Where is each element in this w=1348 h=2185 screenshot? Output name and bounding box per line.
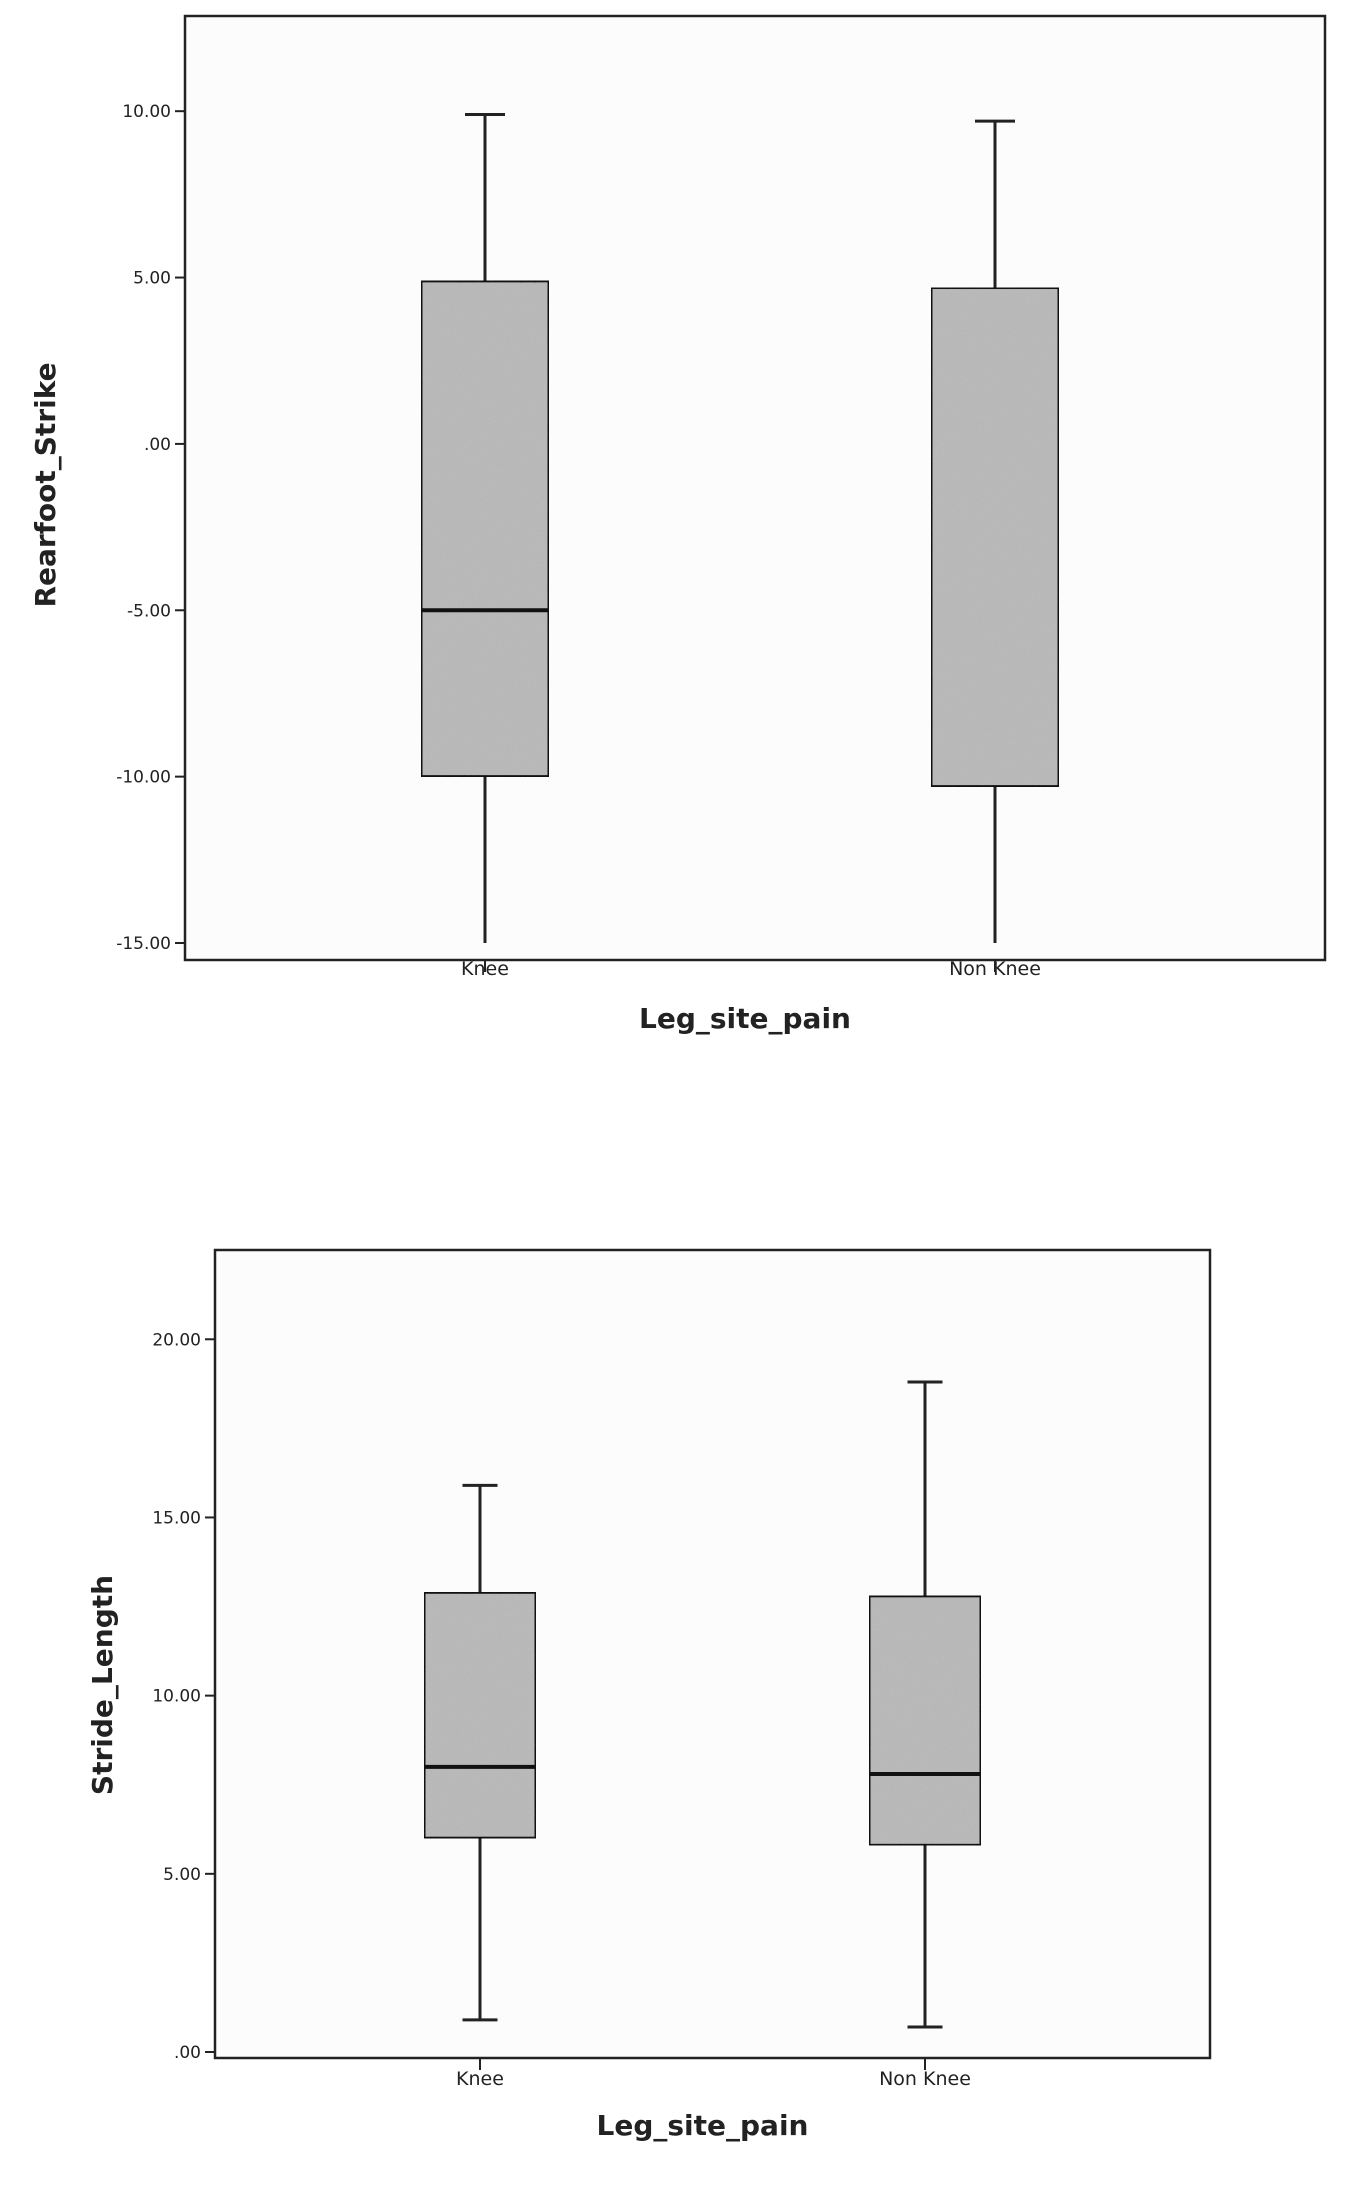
- x-tick-label: Non Knee: [879, 2068, 971, 2090]
- y-tick-label: 20.00: [152, 1330, 201, 1350]
- x-tick-label: Non Knee: [949, 958, 1041, 980]
- y-tick-label: .00: [144, 435, 171, 455]
- y-tick-label: 15.00: [152, 1508, 201, 1528]
- x-axis-title: Leg_site_pain: [639, 1002, 851, 1035]
- x-axis-title: Leg_site_pain: [597, 2109, 809, 2142]
- box-iqr: [929, 286, 1061, 789]
- y-tick-label: 10.00: [152, 1687, 201, 1707]
- box-iqr: [422, 1590, 538, 1840]
- plot-frame: [183, 14, 1327, 962]
- y-tick-label: 5.00: [133, 269, 171, 289]
- box-iqr: [419, 279, 551, 779]
- stride-length-boxplot: 20.00 15.00 10.00 5.00 .00 Knee Non Knee Leg_si…: [86, 1248, 1212, 2142]
- rearfoot-strike-boxplot: 10.00 5.00 .00 -5.00 -10.00 -15.00 Knee Non Kne…: [29, 14, 1327, 1035]
- x-tick-label: Knee: [456, 2068, 504, 2090]
- y-tick-label: 10.00: [122, 102, 171, 122]
- y-axis-title: Stride_Length: [86, 1575, 119, 1795]
- y-axis-title: Rearfoot_Strike: [29, 362, 62, 607]
- y-tick-label: -15.00: [116, 934, 171, 954]
- y-tick-label: -10.00: [116, 768, 171, 788]
- box-iqr: [867, 1594, 983, 1847]
- y-tick-label: .00: [174, 2043, 201, 2063]
- y-tick-label: -5.00: [127, 601, 171, 621]
- plot-frame: [213, 1248, 1212, 2060]
- y-tick-label: 5.00: [163, 1865, 201, 1885]
- x-tick-label: Knee: [461, 958, 509, 980]
